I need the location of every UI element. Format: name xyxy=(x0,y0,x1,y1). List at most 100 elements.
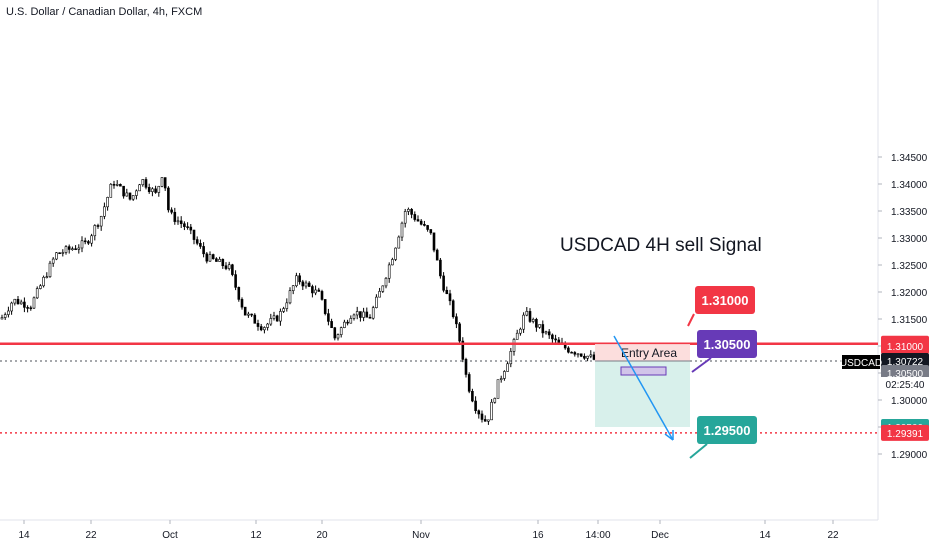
candle-body xyxy=(61,252,65,254)
candle-body xyxy=(170,209,173,213)
candle-body xyxy=(407,208,410,212)
candle-body xyxy=(362,311,365,318)
candle-body xyxy=(314,289,317,294)
candle-body xyxy=(154,188,157,193)
candle-body xyxy=(39,285,42,289)
candle-body xyxy=(3,314,7,318)
y-tick-label: 1.33000 xyxy=(891,234,928,245)
candle-body xyxy=(32,297,36,309)
candle-body xyxy=(343,321,346,328)
y-tick-label: 1.29000 xyxy=(891,450,928,461)
x-tick-label: 16 xyxy=(532,530,544,541)
direction-arrow-head xyxy=(664,430,674,441)
candle-body xyxy=(592,354,596,360)
axis-price-label: 1.31000 xyxy=(887,342,924,353)
y-tick-label: 1.34000 xyxy=(891,180,928,191)
candle-body xyxy=(375,296,378,308)
candle-body xyxy=(112,183,116,186)
candle-body xyxy=(243,306,247,316)
candle-body xyxy=(365,311,369,318)
candle-body xyxy=(535,319,538,328)
candle-body xyxy=(442,275,445,291)
candle-body xyxy=(349,318,353,324)
candle-body xyxy=(509,351,513,365)
candle-body xyxy=(451,300,455,318)
candle-body xyxy=(96,225,100,227)
signal-title: USDCAD 4H sell Signal xyxy=(560,235,762,256)
candle-body xyxy=(26,307,29,309)
candle-body xyxy=(480,413,484,420)
candle-body xyxy=(144,179,148,188)
x-tick-label: Oct xyxy=(162,530,178,541)
candle-body xyxy=(387,264,391,279)
candle-body xyxy=(381,285,385,292)
candle-body xyxy=(23,301,26,308)
callout-label: 1.31000 xyxy=(702,293,749,308)
candle-body xyxy=(355,311,359,316)
candle-body xyxy=(87,241,90,244)
candle-body xyxy=(0,317,4,320)
candle-body xyxy=(528,311,532,322)
symbol-tag-label: USDCAD xyxy=(840,358,882,369)
callout-pointer xyxy=(691,357,712,373)
candle-body xyxy=(135,190,138,196)
candle-body xyxy=(58,252,61,255)
candle-body xyxy=(432,232,436,251)
candle-body xyxy=(506,363,509,372)
candle-body xyxy=(176,220,180,223)
candle-body xyxy=(7,310,10,315)
candle-body xyxy=(99,216,103,227)
candle-body xyxy=(359,311,362,318)
candle-body xyxy=(499,378,503,381)
candle-body xyxy=(224,265,228,269)
candle-body xyxy=(291,285,295,291)
symbol-tag-box xyxy=(842,355,880,369)
candle-body xyxy=(557,339,561,343)
axis-price-label: 1.29391 xyxy=(887,429,924,440)
candle-body xyxy=(109,183,113,198)
candle-body xyxy=(115,184,119,186)
candle-body xyxy=(256,323,260,327)
candle-body xyxy=(538,324,541,328)
candle-body xyxy=(320,291,324,300)
candle-body xyxy=(250,313,253,316)
callout-pointer xyxy=(687,313,695,327)
candle-body xyxy=(435,249,439,261)
candle-body xyxy=(567,347,570,353)
candle-body xyxy=(266,323,269,328)
candle-body xyxy=(570,351,573,354)
candle-body xyxy=(272,315,276,319)
axis-price-tag xyxy=(881,424,929,441)
candle-body xyxy=(487,419,490,422)
candle-body xyxy=(490,401,493,421)
candle-body xyxy=(397,236,401,249)
candle-body xyxy=(317,289,321,292)
candle-body xyxy=(90,235,93,244)
candle-body xyxy=(167,187,170,211)
candle-body xyxy=(259,326,263,331)
candle-body xyxy=(413,214,417,220)
candle-body xyxy=(282,308,285,312)
candle-body xyxy=(384,277,388,287)
y-tick-label: 1.32000 xyxy=(891,288,928,299)
x-tick-label: 14 xyxy=(759,530,771,541)
candle-body xyxy=(202,246,205,255)
candle-body xyxy=(211,254,215,260)
candle-body xyxy=(493,398,497,403)
candle-body xyxy=(471,390,474,402)
stop-loss-zone xyxy=(595,343,690,361)
candle-body xyxy=(541,324,545,334)
x-tick-label: Dec xyxy=(651,530,669,541)
candle-body xyxy=(80,240,84,249)
candle-body xyxy=(51,258,55,264)
candle-body xyxy=(151,188,154,192)
candle-body xyxy=(461,340,465,360)
candle-body xyxy=(189,226,193,231)
candle-body xyxy=(128,192,132,200)
candle-body xyxy=(346,321,349,324)
callout-label: 1.30500 xyxy=(704,337,751,352)
chart-title: U.S. Dollar / Canadian Dollar, 4h, FXCM xyxy=(6,6,203,18)
